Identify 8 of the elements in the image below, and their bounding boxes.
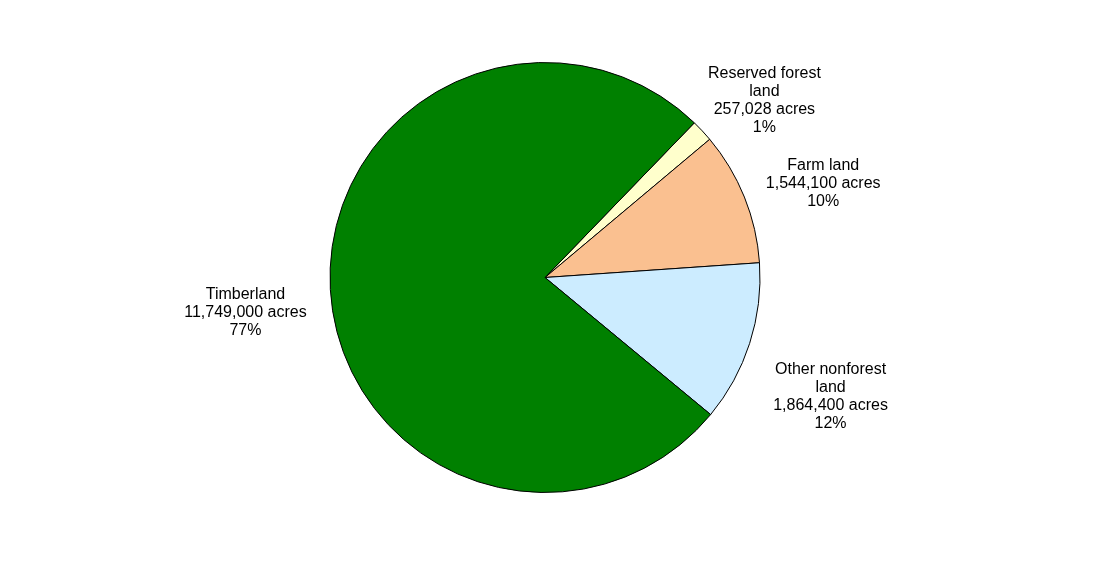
data-label: 1,864,400 acres 12% [773, 396, 888, 432]
slice-label: Other nonforest land [775, 360, 887, 396]
data-label: 1,544,100 acres 10% [765, 174, 881, 210]
slice-label: Reserved forest land [707, 63, 822, 99]
data-label: 11,749,000 acres 77% [184, 303, 307, 339]
data-label: 257,028 acres 1% [713, 99, 816, 135]
slice-label: Farm land [787, 156, 860, 174]
slice-label: Timberland [205, 285, 286, 303]
